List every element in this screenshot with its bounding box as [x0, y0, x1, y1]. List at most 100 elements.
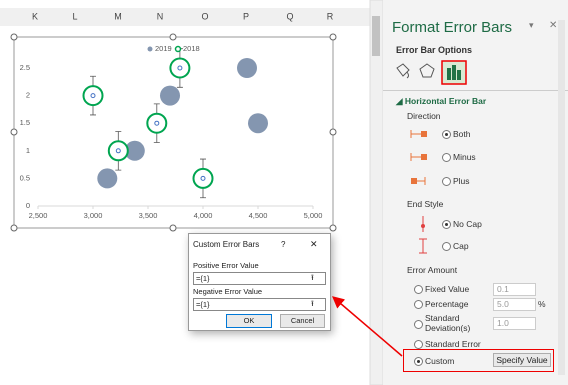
- marker: [248, 113, 268, 134]
- fill-line-tab[interactable]: [396, 63, 410, 79]
- radio-label[interactable]: Standard Deviation(s): [425, 313, 471, 333]
- scroll-thumb[interactable]: [372, 16, 380, 56]
- effects-tab[interactable]: [419, 63, 435, 78]
- pane-scrollbar[interactable]: [558, 20, 565, 375]
- radio-label[interactable]: No Cap: [453, 219, 482, 229]
- custom-error-bars-dialog: Custom Error Bars ? ✕ Positive Error Val…: [188, 233, 331, 331]
- radio-label[interactable]: Fixed Value: [425, 284, 470, 294]
- help-button[interactable]: ?: [281, 240, 286, 249]
- label: Error Amount: [407, 265, 458, 275]
- section-title[interactable]: Error Bar Options: [396, 45, 473, 55]
- marker-center: [90, 93, 96, 99]
- radio-label[interactable]: Minus: [453, 152, 476, 162]
- radio[interactable]: [414, 300, 423, 309]
- radio-label[interactable]: Cap: [453, 241, 469, 251]
- icon: [447, 68, 451, 80]
- column-header: K: [32, 11, 38, 21]
- resize-handle[interactable]: [329, 128, 337, 136]
- field-label: Negative Error Value: [193, 287, 263, 296]
- close-button[interactable]: ✕: [310, 239, 318, 249]
- x-tick-label: 5,000: [304, 211, 323, 220]
- x-tick-label: 4,000: [194, 211, 213, 220]
- input[interactable]: 1.0: [493, 317, 536, 330]
- legend-marker: [174, 45, 182, 53]
- y-tick-label: 0.5: [20, 173, 30, 182]
- marker-center: [177, 65, 183, 71]
- format-pane: Format Error Bars ▾ ✕ Error Bar Options …: [383, 0, 568, 385]
- radio-label[interactable]: Custom: [425, 356, 455, 366]
- y-tick-label: 2.5: [20, 63, 30, 72]
- radio-label[interactable]: Plus: [453, 176, 470, 186]
- marker-center: [115, 148, 121, 154]
- column-header-row: [0, 8, 370, 26]
- legend-label: 2018: [183, 44, 200, 53]
- y-tick-label: 2: [26, 91, 30, 100]
- resize-handle[interactable]: [169, 33, 177, 41]
- y-tick-label: 0: [26, 201, 30, 210]
- collapse-button[interactable]: ⭱: [311, 299, 314, 308]
- radio-label[interactable]: Standard Error: [425, 339, 481, 349]
- ok-button[interactable]: OK: [226, 314, 272, 328]
- pane-menu[interactable]: ▾: [529, 20, 534, 30]
- column-header: Q: [286, 11, 293, 21]
- marker: [160, 85, 180, 106]
- dialog-title: Custom Error Bars: [193, 240, 260, 249]
- column-header: P: [243, 11, 249, 21]
- radio[interactable]: [442, 130, 451, 139]
- column-header: M: [114, 11, 122, 21]
- radio[interactable]: [442, 242, 451, 251]
- x-tick-label: 3,500: [139, 211, 158, 220]
- cap-icons: [419, 216, 427, 254]
- x-tick-label: 3,000: [84, 211, 103, 220]
- legend-marker: [147, 46, 153, 52]
- radio[interactable]: [414, 340, 423, 349]
- separator: [383, 90, 568, 91]
- radio-label[interactable]: Percentage: [425, 299, 469, 309]
- marker: [97, 168, 118, 189]
- resize-handle[interactable]: [329, 33, 337, 41]
- resize-handle[interactable]: [169, 224, 177, 232]
- radio[interactable]: [442, 153, 451, 162]
- resize-handle[interactable]: [329, 224, 337, 232]
- unit: %: [538, 299, 546, 309]
- column-header: N: [157, 11, 164, 21]
- input[interactable]: ={1}: [193, 298, 326, 311]
- label: End Style: [407, 199, 444, 209]
- highlight-box: [403, 349, 554, 372]
- marker: [237, 58, 257, 78]
- input[interactable]: 0.1: [493, 283, 536, 296]
- marker-center: [154, 120, 160, 126]
- y-tick-label: 1: [26, 146, 30, 155]
- label: Direction: [407, 111, 441, 121]
- column-header: R: [327, 11, 334, 21]
- option-tabs: [396, 60, 467, 85]
- marker-center: [200, 175, 206, 181]
- resize-handle[interactable]: [10, 33, 18, 41]
- pane-title: Format Error Bars: [392, 19, 513, 36]
- specify-value-button[interactable]: Specify Value: [493, 353, 551, 367]
- y-tick-label: 1.5: [20, 118, 30, 127]
- radio[interactable]: [414, 357, 423, 366]
- scrollbar[interactable]: [369, 0, 384, 385]
- icon: [457, 70, 461, 80]
- column-header: O: [201, 11, 208, 21]
- radio[interactable]: [442, 177, 451, 186]
- radio-label[interactable]: Both: [453, 129, 471, 139]
- collapse-button[interactable]: ⭱: [311, 273, 314, 282]
- input[interactable]: 5.0: [493, 298, 536, 311]
- cancel-button[interactable]: Cancel: [280, 314, 325, 328]
- resize-handle[interactable]: [10, 224, 18, 232]
- radio[interactable]: [442, 220, 451, 229]
- field-label: Positive Error Value: [193, 261, 259, 270]
- radio[interactable]: [414, 285, 423, 294]
- radio[interactable]: [414, 320, 423, 329]
- input[interactable]: ={1}: [193, 272, 326, 285]
- icon: [452, 65, 456, 80]
- pane-close[interactable]: ✕: [549, 20, 558, 31]
- group-title[interactable]: ◢ Horizontal Error Bar: [396, 96, 487, 106]
- marker: [124, 140, 145, 161]
- resize-handle[interactable]: [10, 128, 18, 136]
- column-header: L: [72, 11, 77, 21]
